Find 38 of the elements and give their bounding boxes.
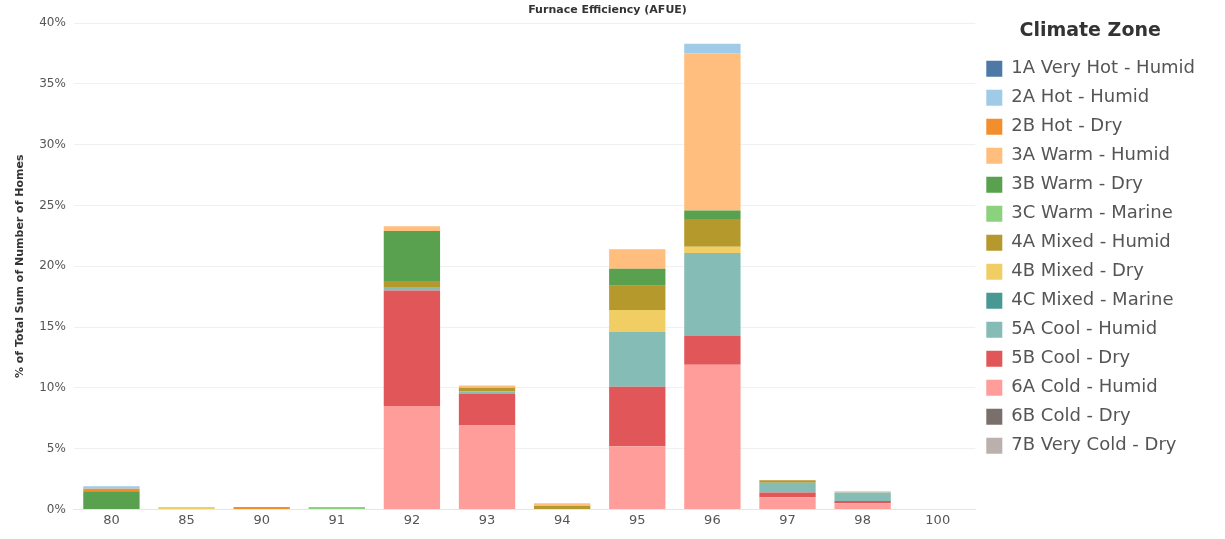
x-tick-label: 98 bbox=[854, 511, 871, 527]
x-tick-label: 92 bbox=[403, 511, 421, 527]
x-tick-label: 90 bbox=[253, 511, 270, 527]
x-tick-label: 85 bbox=[178, 511, 195, 527]
legend-label: 3C Warm - Marine bbox=[1011, 201, 1173, 223]
y-tick-label: 25% bbox=[39, 197, 66, 212]
x-tick-label: 80 bbox=[103, 511, 120, 527]
legend-label: 7B Very Cold - Dry bbox=[1011, 433, 1177, 455]
x-tick-label: 95 bbox=[628, 511, 646, 527]
y-tick-label: 30% bbox=[39, 136, 66, 151]
legend-title: Climate Zone bbox=[1019, 18, 1161, 41]
legend-label: 5B Cool - Dry bbox=[1011, 346, 1131, 368]
y-tick-label: 10% bbox=[39, 379, 66, 394]
y-tick-label: 0% bbox=[46, 501, 66, 516]
y-tick-label: 5% bbox=[46, 440, 66, 455]
y-tick-label: 20% bbox=[39, 258, 66, 273]
x-tick-label: 94 bbox=[553, 511, 571, 527]
legend-label: 6B Cold - Dry bbox=[1011, 404, 1132, 426]
legend-label: 3A Warm - Humid bbox=[1011, 143, 1170, 165]
y-tick-label: 40% bbox=[39, 15, 66, 30]
x-tick-label: 96 bbox=[704, 511, 721, 527]
x-tick-label: 93 bbox=[478, 511, 496, 527]
legend-label: 4A Mixed - Humid bbox=[1011, 230, 1171, 252]
x-tick-label: 100 bbox=[925, 511, 951, 527]
legend-label: 5A Cool - Humid bbox=[1011, 317, 1158, 339]
legend-label: 3B Warm - Dry bbox=[1011, 172, 1144, 194]
y-tick-label: 15% bbox=[39, 319, 66, 334]
legend-label: 4B Mixed - Dry bbox=[1011, 259, 1145, 281]
y-tick-label: 35% bbox=[39, 76, 66, 91]
legend-label: 2B Hot - Dry bbox=[1011, 114, 1123, 136]
legend-label: 4C Mixed - Marine bbox=[1011, 288, 1174, 310]
legend-label: 1A Very Hot - Humid bbox=[1011, 56, 1195, 78]
chart-title: Furnace Efficiency (AFUE) bbox=[528, 3, 687, 17]
x-tick-label: 97 bbox=[779, 511, 796, 527]
legend-label: 2A Hot - Humid bbox=[1011, 85, 1150, 107]
legend-label: 6A Cold - Humid bbox=[1011, 375, 1158, 397]
y-axis-title: % of Total Sum of Number of Homes bbox=[13, 154, 27, 379]
x-tick-label: 91 bbox=[328, 511, 346, 527]
